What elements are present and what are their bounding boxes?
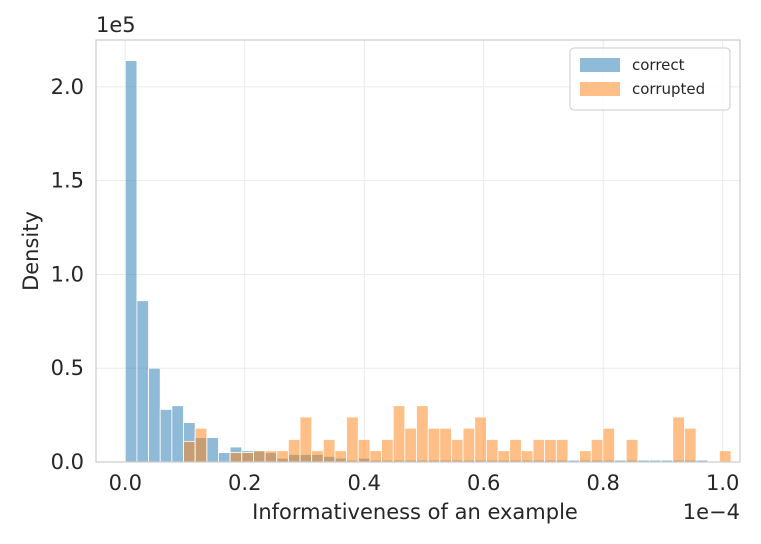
bar-corrupted <box>404 427 417 463</box>
bar-corrupted <box>241 452 254 463</box>
bar-corrupted <box>520 450 534 463</box>
bar-corrupted <box>194 427 208 463</box>
bar-corrupted <box>451 439 464 463</box>
bar-corrupted <box>392 405 406 463</box>
bar-corrupted <box>544 439 557 463</box>
bar-corrupted <box>427 427 441 463</box>
y-tick-label: 0.5 <box>51 356 84 380</box>
tick-labels: 0.0 0.2 0.4 0.6 0.8 1.0 0.0 0.5 1.0 1.5 2.0 <box>51 75 740 495</box>
bar-corrupted <box>684 427 697 463</box>
bar-corrupted <box>299 416 313 463</box>
bar-corrupted <box>718 450 732 463</box>
bar-corrupted <box>311 450 324 463</box>
y-tick-label: 1.5 <box>51 169 84 193</box>
legend-swatch-correct <box>580 58 620 72</box>
bar-corrupted <box>555 439 569 463</box>
bar-corrupted <box>474 416 487 463</box>
bar-corrupted <box>253 450 266 463</box>
legend-label-corrupted: corrupted <box>632 80 705 98</box>
legend-label-correct: correct <box>632 56 685 74</box>
x-tick-label: 0.8 <box>586 471 619 495</box>
legend-swatch-corrupted <box>580 82 620 96</box>
bar-correct <box>218 452 231 463</box>
bar-corrupted <box>334 450 348 463</box>
bar-correct <box>136 300 149 463</box>
bar-correct <box>171 405 184 463</box>
bar-correct <box>124 60 138 463</box>
bar-corrupted <box>229 452 243 463</box>
y-tick-label: 1.0 <box>51 262 84 286</box>
bar-corrupted <box>497 450 511 463</box>
y-offset-text: 1e5 <box>96 13 136 37</box>
bar-corrupted <box>625 439 639 463</box>
bar-corrupted <box>462 427 476 463</box>
bar-correct <box>206 437 219 463</box>
bar-corrupted <box>439 427 452 463</box>
x-tick-label: 0.6 <box>467 471 500 495</box>
plot-frame <box>95 39 741 463</box>
bar-corrupted <box>532 439 546 463</box>
bar-corrupted <box>590 439 604 463</box>
bar-corrupted <box>264 450 278 463</box>
bar-corrupted <box>183 440 196 463</box>
x-axis-label: Informativeness of an example <box>252 500 578 524</box>
bar-corrupted <box>672 416 685 463</box>
bar-corrupted <box>346 416 359 463</box>
bar-corrupted <box>357 439 371 463</box>
y-tick-label: 0.0 <box>51 450 84 474</box>
bar-corrupted <box>276 450 289 463</box>
x-tick-label: 0.2 <box>228 471 261 495</box>
histogram-bars <box>124 60 732 463</box>
bar-corrupted <box>381 439 394 463</box>
bar-correct <box>159 409 173 463</box>
legend: correct corrupted <box>569 47 731 111</box>
bar-corrupted <box>579 450 592 463</box>
bar-corrupted <box>287 439 301 463</box>
bar-corrupted <box>322 439 336 463</box>
y-tick-label: 2.0 <box>51 75 84 99</box>
bar-corrupted <box>486 439 499 463</box>
bar-corrupted <box>369 450 382 463</box>
x-tick-label: 0.4 <box>348 471 381 495</box>
bar-corrupted <box>509 439 522 463</box>
x-tick-label: 1.0 <box>706 471 739 495</box>
bar-corrupted <box>416 405 429 463</box>
x-tick-label: 0.0 <box>109 471 142 495</box>
bar-corrupted <box>602 427 615 463</box>
x-offset-text: 1e−4 <box>683 500 740 524</box>
y-axis-label: Density <box>19 211 43 291</box>
bar-correct <box>148 367 161 463</box>
